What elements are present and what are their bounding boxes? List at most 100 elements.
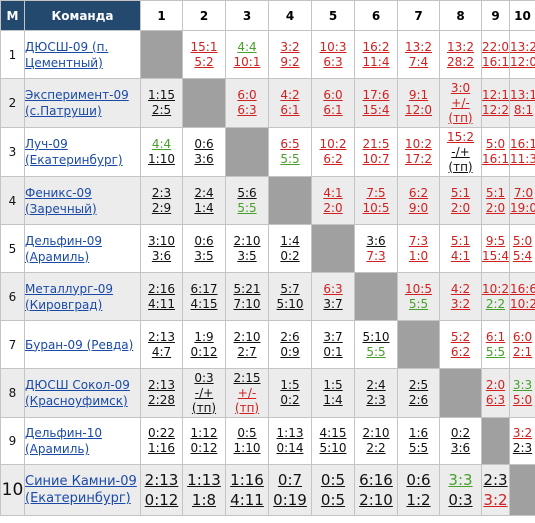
score-cell[interactable]: 13:2 7:4: [397, 30, 440, 79]
score-link[interactable]: 16:2 11:4: [363, 40, 390, 70]
score-second-match[interactable]: 4:11: [230, 491, 264, 509]
score-first-match[interactable]: 7:0: [513, 185, 534, 200]
score-second-match[interactable]: 5:2: [194, 54, 214, 69]
team-name-line[interactable]: Луч-09: [25, 137, 68, 151]
score-cell[interactable]: 2:4 2:3: [354, 368, 398, 418]
score-first-match[interactable]: 13:2: [447, 39, 474, 54]
score-second-match[interactable]: 0:3: [448, 491, 473, 509]
score-first-match[interactable]: 15:1: [190, 39, 218, 54]
score-second-match[interactable]: 2:3: [512, 441, 533, 455]
score-first-match[interactable]: 1:5: [280, 378, 300, 392]
score-link[interactable]: 0:6 1:2: [406, 470, 430, 510]
score-cell[interactable]: 0:7 0:19: [268, 464, 312, 516]
score-first-match[interactable]: 7:5: [366, 185, 386, 200]
score-first-match[interactable]: 21:5: [362, 137, 390, 151]
score-first-match[interactable]: 1:4: [280, 233, 300, 248]
score-first-match[interactable]: 4:2: [280, 88, 300, 102]
score-link[interactable]: 6:5 5:5: [280, 137, 299, 167]
score-cell[interactable]: 6:0 2:1: [509, 320, 535, 369]
score-second-match[interactable]: 12:2: [482, 103, 509, 117]
score-second-match[interactable]: -/+(тп): [191, 385, 217, 415]
score-first-match[interactable]: 1:6: [408, 426, 429, 440]
score-cell[interactable]: 6:0 6:3: [225, 78, 269, 128]
team-link[interactable]: Буран-09 (Ревда): [24, 320, 141, 369]
score-link[interactable]: 13:1 8:1: [510, 88, 535, 118]
score-first-match[interactable]: 13:2: [405, 39, 432, 54]
score-link[interactable]: 9:1 12:0: [405, 88, 432, 118]
score-first-match[interactable]: 0:2: [450, 426, 471, 440]
score-cell[interactable]: 9:5 15:4: [481, 224, 510, 273]
score-link[interactable]: 1:9 0:12: [191, 330, 218, 360]
score-first-match[interactable]: 10:2: [319, 137, 347, 151]
score-cell[interactable]: 2:5 2:6: [397, 368, 440, 418]
score-second-match[interactable]: 15:4: [362, 103, 390, 117]
score-second-match[interactable]: 15:4: [482, 248, 509, 263]
score-second-match[interactable]: +/-(тп): [234, 385, 260, 415]
score-link[interactable]: 0:6 3:5: [194, 234, 213, 264]
score-first-match[interactable]: 6:2: [408, 185, 429, 200]
score-cell[interactable]: 7:0 19:0: [509, 176, 535, 225]
score-link[interactable]: 5:10 5:5: [363, 330, 390, 360]
team-name-line[interactable]: (Арамиль): [25, 442, 90, 456]
score-second-match[interactable]: 1:4: [323, 393, 343, 407]
score-second-match[interactable]: 5:5: [408, 441, 429, 455]
score-link[interactable]: 1:4 0:2: [280, 234, 299, 264]
score-second-match[interactable]: 5:5: [280, 152, 300, 166]
score-first-match[interactable]: 12:1: [482, 88, 509, 102]
score-second-match[interactable]: 28:2: [447, 54, 474, 69]
score-second-match[interactable]: 2:0: [450, 200, 471, 215]
score-link[interactable]: 2:3 2:9: [152, 186, 171, 216]
score-link[interactable]: 13:2 12:0: [510, 40, 535, 70]
score-link[interactable]: 0:3 -/+(тп): [183, 371, 225, 416]
score-link[interactable]: 7:5 10:5: [363, 186, 390, 216]
score-first-match[interactable]: 2:10: [233, 329, 261, 344]
score-cell[interactable]: 15:2 -/+(тп): [439, 127, 482, 177]
score-first-match[interactable]: 5:7: [280, 281, 300, 296]
score-link[interactable]: 5:1 4:1: [451, 234, 470, 264]
team-name-line[interactable]: (Арамиль): [25, 249, 90, 264]
score-first-match[interactable]: 4:2: [450, 281, 471, 296]
score-cell[interactable]: 10:2 6:2: [311, 127, 355, 177]
score-link[interactable]: 7:3 1:0: [409, 234, 428, 264]
team-name-line[interactable]: (с.Патруши): [25, 104, 102, 118]
score-second-match[interactable]: 5:5: [366, 344, 386, 359]
score-first-match[interactable]: 1:13: [187, 471, 221, 489]
score-second-match[interactable]: 7:4: [408, 54, 429, 69]
score-first-match[interactable]: 6:5: [280, 137, 300, 151]
score-second-match[interactable]: 16:1: [482, 152, 509, 166]
score-first-match[interactable]: 1:12: [190, 426, 218, 440]
score-link[interactable]: 10:2 2:2: [482, 282, 509, 312]
score-first-match[interactable]: 5:1: [485, 185, 506, 200]
score-second-match[interactable]: 9:0: [408, 200, 429, 215]
score-cell[interactable]: 5:2 6:2: [439, 320, 482, 369]
score-cell[interactable]: 1:4 0:2: [268, 224, 312, 273]
score-link[interactable]: 7:0 19:0: [510, 186, 535, 216]
score-cell[interactable]: 2:13 4:7: [140, 320, 183, 369]
team-link[interactable]: Дельфин-10 (Арамиль): [24, 417, 141, 465]
score-cell[interactable]: 3:3 5:0: [509, 368, 535, 418]
score-first-match[interactable]: 16:6: [510, 281, 535, 296]
score-link[interactable]: 12:1 12:2: [482, 88, 509, 118]
score-cell[interactable]: 3:3 0:3: [439, 464, 482, 516]
score-cell[interactable]: 1:5 0:2: [268, 368, 312, 418]
score-second-match[interactable]: 10:7: [362, 152, 390, 166]
score-second-match[interactable]: 4:11: [148, 296, 175, 311]
score-cell[interactable]: 22:0 16:1: [481, 30, 510, 79]
score-link[interactable]: 1:16 4:11: [230, 470, 264, 510]
score-link[interactable]: 6:0 6:1: [323, 88, 342, 118]
score-link[interactable]: 10:5 5:5: [405, 282, 432, 312]
team-name-line[interactable]: Феникс-09: [25, 185, 92, 200]
score-first-match[interactable]: 1:9: [194, 329, 214, 344]
score-first-match[interactable]: 0:7: [277, 471, 303, 489]
score-second-match[interactable]: 6:3: [485, 393, 506, 407]
score-cell[interactable]: 2:10 2:2: [354, 417, 398, 465]
score-cell[interactable]: 6:5 5:5: [268, 127, 312, 177]
team-name-line[interactable]: Буран-09 (Ревда): [25, 337, 134, 352]
score-first-match[interactable]: 2:0: [485, 378, 506, 392]
score-cell[interactable]: 10:5 5:5: [397, 272, 440, 321]
team-link[interactable]: Дельфин-09 (Арамиль): [24, 224, 141, 273]
score-link[interactable]: 5:1 2:0: [486, 186, 505, 216]
score-first-match[interactable]: 3:3: [512, 378, 533, 392]
score-cell[interactable]: 5:21 7:10: [225, 272, 269, 321]
score-cell[interactable]: 6:16 2:10: [354, 464, 398, 516]
